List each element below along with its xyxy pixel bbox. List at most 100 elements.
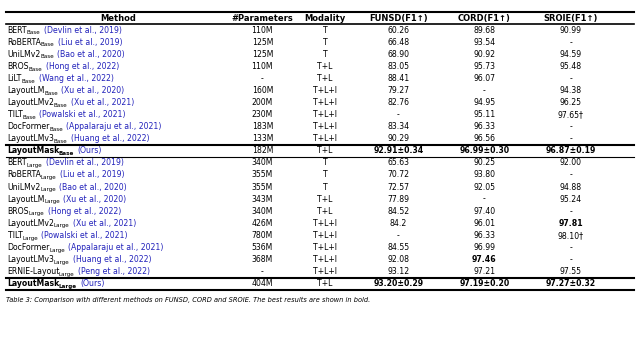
Text: 90.92: 90.92 xyxy=(474,50,495,59)
Text: Base: Base xyxy=(27,30,40,35)
Text: 96.25: 96.25 xyxy=(560,98,582,107)
Text: DocFormer: DocFormer xyxy=(8,122,50,131)
Text: LayoutLM: LayoutLM xyxy=(8,195,45,204)
Text: 95.48: 95.48 xyxy=(560,62,582,71)
Text: (Appalaraju et al., 2021): (Appalaraju et al., 2021) xyxy=(68,243,164,252)
Text: -: - xyxy=(261,74,264,83)
Text: 79.27: 79.27 xyxy=(387,86,410,95)
Text: 133M: 133M xyxy=(252,134,273,143)
Text: 68.90: 68.90 xyxy=(387,50,410,59)
Text: RoBERTA: RoBERTA xyxy=(8,38,42,46)
Text: LiLT: LiLT xyxy=(8,74,22,83)
Text: 83.34: 83.34 xyxy=(387,122,410,131)
Text: 93.12: 93.12 xyxy=(387,267,410,276)
Text: (Peng et al., 2022): (Peng et al., 2022) xyxy=(78,267,150,276)
Text: (Liu et al., 2019): (Liu et al., 2019) xyxy=(60,170,124,179)
Text: LayoutLMv2: LayoutLMv2 xyxy=(8,98,54,107)
Text: 355M: 355M xyxy=(252,183,273,192)
Text: (Huang et al., 2022): (Huang et al., 2022) xyxy=(70,134,149,143)
Text: T+L+I: T+L+I xyxy=(313,255,337,264)
Text: 97.55: 97.55 xyxy=(560,267,582,276)
Text: (Xu et al., 2020): (Xu et al., 2020) xyxy=(63,195,127,204)
Text: T+L+I: T+L+I xyxy=(313,243,337,252)
Text: 96.99: 96.99 xyxy=(474,243,495,252)
Text: (Powalski et al., 2021): (Powalski et al., 2021) xyxy=(39,110,126,119)
Text: 92.05: 92.05 xyxy=(474,183,495,192)
Text: BROS: BROS xyxy=(8,207,29,216)
Text: -: - xyxy=(397,110,400,119)
Text: 97.21: 97.21 xyxy=(473,267,495,276)
Text: 92.08: 92.08 xyxy=(387,255,410,264)
Text: 92.91±0.34: 92.91±0.34 xyxy=(373,146,424,155)
Text: 160M: 160M xyxy=(252,86,273,95)
Text: Base: Base xyxy=(49,127,63,132)
Text: T+L+I: T+L+I xyxy=(313,98,337,107)
Text: Large: Large xyxy=(22,236,38,240)
Text: 96.33: 96.33 xyxy=(474,122,495,131)
Text: (Devlin et al., 2019): (Devlin et al., 2019) xyxy=(44,26,122,35)
Text: Base: Base xyxy=(29,67,42,71)
Text: 92.00: 92.00 xyxy=(560,158,582,167)
Text: 97.27±0.32: 97.27±0.32 xyxy=(546,279,596,288)
Text: T+L: T+L xyxy=(317,279,333,288)
Text: T: T xyxy=(323,38,328,46)
Text: Base: Base xyxy=(41,42,54,48)
Text: ERNIE-Layout: ERNIE-Layout xyxy=(8,267,60,276)
Text: (Appalaraju et al., 2021): (Appalaraju et al., 2021) xyxy=(67,122,162,131)
Text: (Devlin et al., 2019): (Devlin et al., 2019) xyxy=(46,158,124,167)
Text: 97.46: 97.46 xyxy=(472,255,497,264)
Text: (Powalski et al., 2021): (Powalski et al., 2021) xyxy=(42,231,128,240)
Text: 368M: 368M xyxy=(252,255,273,264)
Text: T+L+I: T+L+I xyxy=(313,110,337,119)
Text: T: T xyxy=(323,158,328,167)
Text: 96.07: 96.07 xyxy=(474,74,495,83)
Text: 200M: 200M xyxy=(252,98,273,107)
Text: 72.57: 72.57 xyxy=(387,183,410,192)
Text: T: T xyxy=(323,50,328,59)
Text: 536M: 536M xyxy=(252,243,273,252)
Text: -: - xyxy=(570,207,572,216)
Text: 125M: 125M xyxy=(252,38,273,46)
Text: Base: Base xyxy=(44,91,58,96)
Text: 97.19±0.20: 97.19±0.20 xyxy=(460,279,509,288)
Text: 96.99±0.30: 96.99±0.30 xyxy=(460,146,509,155)
Text: 340M: 340M xyxy=(252,207,273,216)
Text: BERT: BERT xyxy=(8,26,28,35)
Text: (Bao et al., 2020): (Bao et al., 2020) xyxy=(58,50,125,59)
Text: 96.87±0.19: 96.87±0.19 xyxy=(546,146,596,155)
Text: RoBERTA: RoBERTA xyxy=(8,170,42,179)
Text: Large: Large xyxy=(44,199,60,204)
Text: (Ours): (Ours) xyxy=(81,279,105,288)
Text: DocFormer: DocFormer xyxy=(8,243,50,252)
Text: T+L: T+L xyxy=(317,62,333,71)
Text: 65.63: 65.63 xyxy=(387,158,410,167)
Text: LayoutLMv3: LayoutLMv3 xyxy=(8,134,54,143)
Text: 66.48: 66.48 xyxy=(387,38,410,46)
Text: (Xu et al., 2020): (Xu et al., 2020) xyxy=(61,86,125,95)
Text: -: - xyxy=(397,231,400,240)
Text: CORD(F1↑): CORD(F1↑) xyxy=(458,14,511,23)
Text: BERT: BERT xyxy=(8,158,28,167)
Text: 94.88: 94.88 xyxy=(560,183,582,192)
Text: 77.89: 77.89 xyxy=(387,195,410,204)
Text: 355M: 355M xyxy=(252,170,273,179)
Text: 88.41: 88.41 xyxy=(387,74,410,83)
Text: (Liu et al., 2019): (Liu et al., 2019) xyxy=(58,38,122,46)
Text: 94.38: 94.38 xyxy=(560,86,582,95)
Text: 95.24: 95.24 xyxy=(560,195,582,204)
Text: 89.68: 89.68 xyxy=(474,26,495,35)
Text: 70.72: 70.72 xyxy=(387,170,410,179)
Text: -: - xyxy=(483,86,486,95)
Text: LayoutMask: LayoutMask xyxy=(8,279,60,288)
Text: Modality: Modality xyxy=(305,14,346,23)
Text: 90.29: 90.29 xyxy=(387,134,410,143)
Text: -: - xyxy=(570,38,572,46)
Text: T+L: T+L xyxy=(317,74,333,83)
Text: 343M: 343M xyxy=(252,195,273,204)
Text: T: T xyxy=(323,26,328,35)
Text: -: - xyxy=(570,255,572,264)
Text: 98.10†: 98.10† xyxy=(558,231,584,240)
Text: Large: Large xyxy=(40,187,56,192)
Text: Base: Base xyxy=(40,54,54,59)
Text: Base: Base xyxy=(54,139,67,144)
